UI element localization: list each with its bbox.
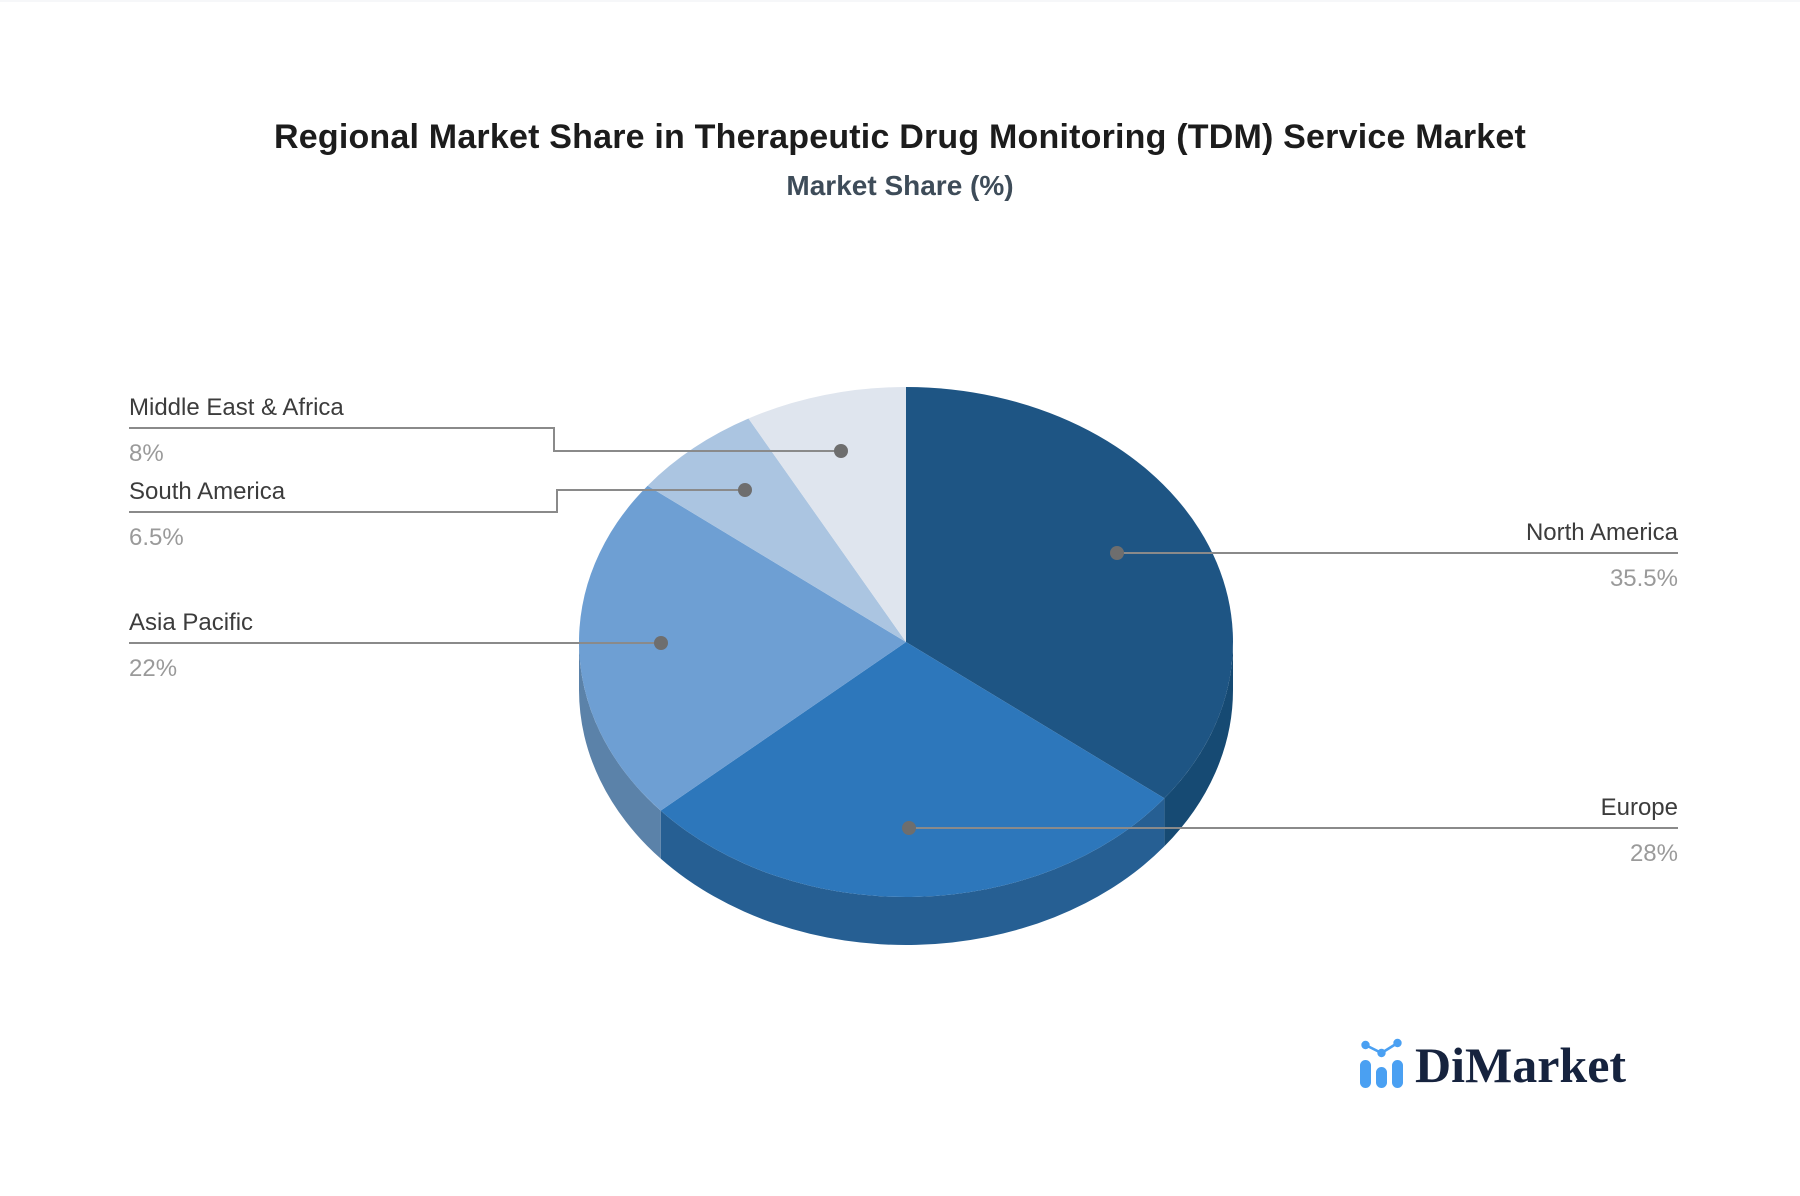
- logo-icon: [1360, 1038, 1403, 1088]
- slice-value-europe: 28%: [1629, 840, 1678, 867]
- callout-line-middle-east-africa: [129, 427, 841, 452]
- callout-dot-south-america: [738, 483, 752, 497]
- brand-logo: DiMarket: [1360, 1038, 1626, 1092]
- slice-label-south-america: South America: [129, 478, 286, 505]
- pie-slice-side-europe: [660, 798, 1165, 946]
- pie-slice-side-asia-pacific: [579, 642, 661, 859]
- pie-slice-asia-pacific: [579, 485, 906, 811]
- pie-slice-north-america: [906, 387, 1234, 799]
- callout-dot-north-america: [1110, 546, 1124, 560]
- slice-value-middle-east-africa: 8%: [129, 440, 164, 467]
- chart-title: Regional Market Share in Therapeutic Dru…: [273, 118, 1527, 156]
- slice-label-middle-east-africa: Middle East & Africa: [129, 394, 344, 421]
- logo-text: DiMarket: [1415, 1037, 1627, 1093]
- slice-value-north-america: 35.5%: [1609, 565, 1678, 592]
- pie-slice-south-america: [647, 418, 906, 642]
- callout-line-south-america: [129, 489, 745, 513]
- chart-subtitle: Market Share (%): [786, 170, 1014, 201]
- pie-slice-side-north-america: [1164, 642, 1233, 847]
- callout-dot-asia-pacific: [654, 636, 668, 650]
- slice-label-asia-pacific: Asia Pacific: [129, 609, 254, 636]
- pie-slice-europe: [660, 642, 1165, 898]
- slice-value-south-america: 6.5%: [129, 524, 184, 551]
- slice-value-asia-pacific: 22%: [129, 655, 178, 682]
- slice-label-europe: Europe: [1600, 794, 1678, 821]
- callout-dot-europe: [902, 821, 916, 835]
- slice-label-north-america: North America: [1525, 519, 1678, 546]
- callout-dot-middle-east-africa: [834, 444, 848, 458]
